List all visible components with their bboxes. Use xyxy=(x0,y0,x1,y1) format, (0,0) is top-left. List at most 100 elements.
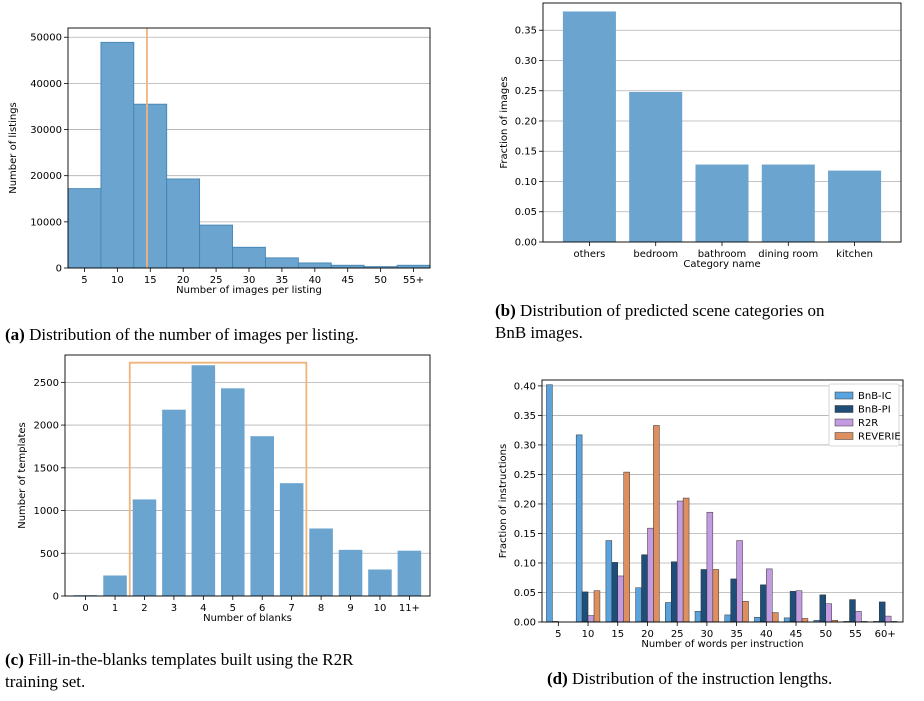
legend-label-bnb-pi: BnB-PI xyxy=(858,405,891,416)
bar-a-40 xyxy=(297,262,332,269)
bar-d-r2r-20 xyxy=(647,527,654,623)
xtick-label-c: 7 xyxy=(288,603,294,614)
legend-swatch-reverie xyxy=(834,432,854,440)
bar-d-bnb-ic-25 xyxy=(665,602,672,623)
ytick-label-d: 0.10 xyxy=(514,558,536,569)
ytick-label-b: 0.30 xyxy=(515,56,537,67)
xtick-label-a: 45 xyxy=(341,275,354,286)
xtick-label-a: 5 xyxy=(81,275,87,286)
bar-d-bnb-pi-20 xyxy=(641,554,648,623)
ytick-label-a: 0 xyxy=(56,264,62,275)
xtick-label-a: 30 xyxy=(243,275,256,286)
bar-c-3 xyxy=(162,409,186,596)
bar-d-bnb-ic-10 xyxy=(575,434,583,623)
axes-frame-d xyxy=(541,379,904,623)
xtick-label-c: 0 xyxy=(82,603,88,614)
bar-a-10 xyxy=(100,41,135,269)
bar-d-reverie-30 xyxy=(712,569,720,623)
bar-a-30 xyxy=(232,246,266,269)
ytick-label-d: 0.30 xyxy=(514,440,536,451)
bar-d-r2r-25 xyxy=(676,500,684,623)
bar-b-dining-room xyxy=(761,164,815,242)
ytick-label-b: 0.05 xyxy=(515,207,537,218)
bar-d-reverie-45 xyxy=(801,618,809,623)
bar-a-5 xyxy=(67,188,102,269)
xtick-label-a: 20 xyxy=(177,275,190,286)
xtick-label-b: others xyxy=(573,249,605,260)
legend-swatch-bnb-ic xyxy=(834,391,854,400)
xtick-label-c: 6 xyxy=(259,603,265,614)
ytick-label-b: 0.25 xyxy=(515,86,537,97)
xtick-label-a: 25 xyxy=(210,275,223,286)
bar-b-others xyxy=(562,11,616,242)
bar-c-5 xyxy=(221,388,245,596)
xtick-label-b: kitchen xyxy=(836,249,873,260)
bar-d-bnb-pi-45 xyxy=(789,591,797,623)
bar-c-4 xyxy=(191,365,216,596)
xtick-label-a: 35 xyxy=(276,275,289,286)
ytick-label-c: 500 xyxy=(40,549,59,560)
axes-frame-c xyxy=(64,354,431,597)
bar-d-bnb-pi-60plus xyxy=(878,601,886,623)
ytick-label-a: 50000 xyxy=(30,33,62,44)
bar-d-bnb-pi-40 xyxy=(760,584,767,623)
xtick-label-d: 5 xyxy=(555,629,561,640)
bar-d-r2r-15 xyxy=(617,575,624,623)
bar-b-bedroom xyxy=(629,91,683,242)
ytick-label-d: 0.35 xyxy=(514,411,536,422)
ytick-label-b: 0.15 xyxy=(515,147,537,158)
bar-c-7 xyxy=(279,483,304,596)
bar-c-1 xyxy=(103,575,127,596)
xtick-label-b: bedroom xyxy=(633,249,678,260)
ytick-label-c: 2000 xyxy=(34,421,59,432)
ytick-label-d: 0.00 xyxy=(514,618,536,629)
bar-d-bnb-ic-35 xyxy=(724,614,731,623)
bar-d-reverie-25 xyxy=(682,497,690,623)
legend-swatch-r2r xyxy=(834,418,854,427)
caption-b: (b) Distribution of predicted scene cate… xyxy=(495,301,825,342)
bar-c-11+ xyxy=(397,550,422,596)
xtick-label-c: 2 xyxy=(141,603,147,614)
bar-d-r2r-45 xyxy=(795,590,803,623)
ytick-label-c: 0 xyxy=(53,592,59,603)
bar-d-bnb-pi-25 xyxy=(670,561,678,623)
bar-d-bnb-ic-40 xyxy=(754,617,761,623)
xtick-label-a: 55+ xyxy=(403,275,424,286)
xtick-label-d: 10 xyxy=(582,629,595,640)
bar-d-r2r-35 xyxy=(736,540,743,623)
xtick-label-d: 60+ xyxy=(875,629,896,640)
bar-c-9 xyxy=(338,549,363,596)
ytick-label-b: 0.20 xyxy=(515,116,537,127)
y-axis-label-b: Fraction of images xyxy=(499,76,510,168)
ytick-label-d: 0.20 xyxy=(514,499,536,510)
xtick-label-d: 30 xyxy=(701,629,714,640)
bar-d-bnb-pi-10 xyxy=(581,591,589,623)
bar-d-r2r-10 xyxy=(587,615,595,623)
bar-d-bnb-pi-55 xyxy=(849,599,856,623)
bar-d-r2r-40 xyxy=(766,568,773,623)
x-axis-label-c: Number of blanks xyxy=(203,613,292,624)
bar-d-reverie-10 xyxy=(593,590,601,623)
xtick-label-c: 1 xyxy=(112,603,118,614)
xtick-label-c: 3 xyxy=(171,603,177,614)
x-axis-label-b: Category name xyxy=(683,259,760,270)
x-axis-label-a: Number of images per listing xyxy=(176,285,322,296)
xtick-label-c: 10 xyxy=(374,603,387,614)
ytick-label-c: 1000 xyxy=(34,506,59,517)
caption-a: (a) Distribution of the number of images… xyxy=(5,325,359,344)
ytick-label-d: 0.25 xyxy=(514,470,536,481)
xtick-label-c: 4 xyxy=(200,603,206,614)
bar-b-bathroom xyxy=(695,164,749,242)
legend-label-r2r: R2R xyxy=(858,418,878,429)
legend-label-bnb-ic: BnB-IC xyxy=(858,391,892,402)
xtick-label-a: 10 xyxy=(111,275,124,286)
xtick-label-d: 25 xyxy=(671,629,684,640)
caption-c: (c) Fill-in-the-blanks templates built u… xyxy=(5,650,354,691)
x-axis-label-d: Number of words per instruction xyxy=(641,639,803,650)
bar-d-bnb-pi-15 xyxy=(611,562,619,623)
ytick-label-a: 40000 xyxy=(30,79,62,90)
xtick-label-a: 15 xyxy=(144,275,157,286)
bar-d-reverie-35 xyxy=(742,601,749,623)
xtick-label-b: bathroom xyxy=(698,249,747,260)
